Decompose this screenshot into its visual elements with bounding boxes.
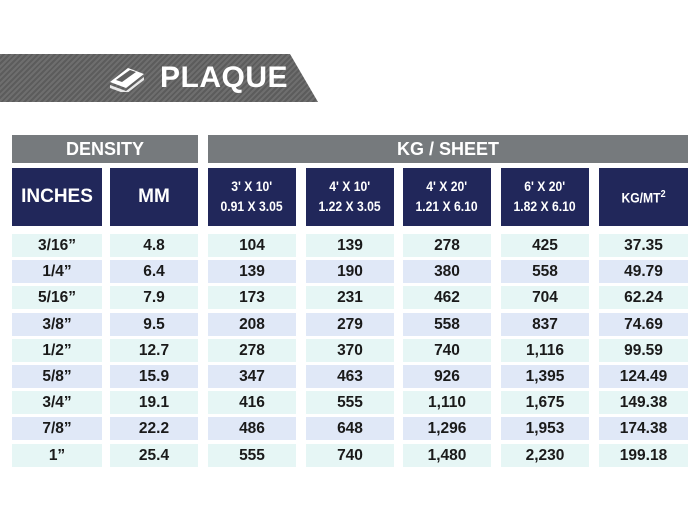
cell-3x10: 486 [208, 417, 296, 440]
cell-inches: 1” [12, 444, 102, 467]
cell-4x20: 278 [403, 234, 491, 257]
cell-6x20: 2,230 [501, 444, 589, 467]
group-header-density: DENSITY [12, 135, 198, 163]
cell-4x20: 1,296 [403, 417, 491, 440]
cell-inches: 1/2” [12, 339, 102, 362]
title-banner: PLAQUE [0, 54, 318, 102]
cell-4x20: 740 [403, 339, 491, 362]
cell-inches: 5/8” [12, 365, 102, 388]
cell-4x10: 139 [306, 234, 394, 257]
cell-4x10: 463 [306, 365, 394, 388]
cell-4x10: 555 [306, 391, 394, 414]
cell-mm: 25.4 [110, 444, 198, 467]
cell-4x10: 648 [306, 417, 394, 440]
sheet-stack-icon [110, 68, 144, 92]
cell-6x20: 1,675 [501, 391, 589, 414]
cell-mm: 15.9 [110, 365, 198, 388]
column-header-3x10: 3' X 10' 0.91 X 3.05 [208, 168, 296, 226]
cell-kg-mt2: 124.49 [599, 365, 688, 388]
column-header-6x20: 6' X 20' 1.82 X 6.10 [501, 168, 589, 226]
cell-3x10: 278 [208, 339, 296, 362]
cell-kg-mt2: 49.79 [599, 260, 688, 283]
cell-6x20: 837 [501, 313, 589, 336]
cell-3x10: 173 [208, 286, 296, 309]
cell-4x10: 231 [306, 286, 394, 309]
cell-inches: 1/4” [12, 260, 102, 283]
cell-kg-mt2: 174.38 [599, 417, 688, 440]
cell-kg-mt2: 74.69 [599, 313, 688, 336]
cell-3x10: 139 [208, 260, 296, 283]
cell-3x10: 555 [208, 444, 296, 467]
cell-4x20: 558 [403, 313, 491, 336]
cell-3x10: 104 [208, 234, 296, 257]
cell-6x20: 1,116 [501, 339, 589, 362]
cell-mm: 9.5 [110, 313, 198, 336]
cell-mm: 6.4 [110, 260, 198, 283]
column-header-mm: MM [110, 168, 198, 226]
cell-6x20: 1,395 [501, 365, 589, 388]
cell-4x10: 190 [306, 260, 394, 283]
cell-3x10: 416 [208, 391, 296, 414]
cell-inches: 7/8” [12, 417, 102, 440]
cell-inches: 3/4” [12, 391, 102, 414]
cell-4x20: 380 [403, 260, 491, 283]
column-header-kg-mt2: KG/MT2 [599, 168, 688, 226]
cell-kg-mt2: 62.24 [599, 286, 688, 309]
cell-4x10: 370 [306, 339, 394, 362]
page-title: PLAQUE [160, 61, 289, 94]
cell-4x10: 740 [306, 444, 394, 467]
cell-kg-mt2: 149.38 [599, 391, 688, 414]
cell-mm: 7.9 [110, 286, 198, 309]
cell-6x20: 1,953 [501, 417, 589, 440]
cell-4x20: 1,480 [403, 444, 491, 467]
cell-mm: 4.8 [110, 234, 198, 257]
cell-6x20: 558 [501, 260, 589, 283]
cell-3x10: 208 [208, 313, 296, 336]
cell-4x10: 279 [306, 313, 394, 336]
cell-mm: 12.7 [110, 339, 198, 362]
cell-kg-mt2: 37.35 [599, 234, 688, 257]
column-header-4x20: 4' X 20' 1.21 X 6.10 [403, 168, 491, 226]
cell-mm: 19.1 [110, 391, 198, 414]
cell-inches: 3/8” [12, 313, 102, 336]
column-header-4x10: 4' X 10' 1.22 X 3.05 [306, 168, 394, 226]
cell-4x20: 926 [403, 365, 491, 388]
cell-kg-mt2: 99.59 [599, 339, 688, 362]
cell-inches: 3/16” [12, 234, 102, 257]
column-header-inches: INCHES [12, 168, 102, 226]
cell-4x20: 1,110 [403, 391, 491, 414]
cell-6x20: 425 [501, 234, 589, 257]
cell-mm: 22.2 [110, 417, 198, 440]
cell-kg-mt2: 199.18 [599, 444, 688, 467]
cell-3x10: 347 [208, 365, 296, 388]
cell-4x20: 462 [403, 286, 491, 309]
cell-6x20: 704 [501, 286, 589, 309]
group-header-kg-sheet: KG / SHEET [208, 135, 688, 163]
cell-inches: 5/16” [12, 286, 102, 309]
